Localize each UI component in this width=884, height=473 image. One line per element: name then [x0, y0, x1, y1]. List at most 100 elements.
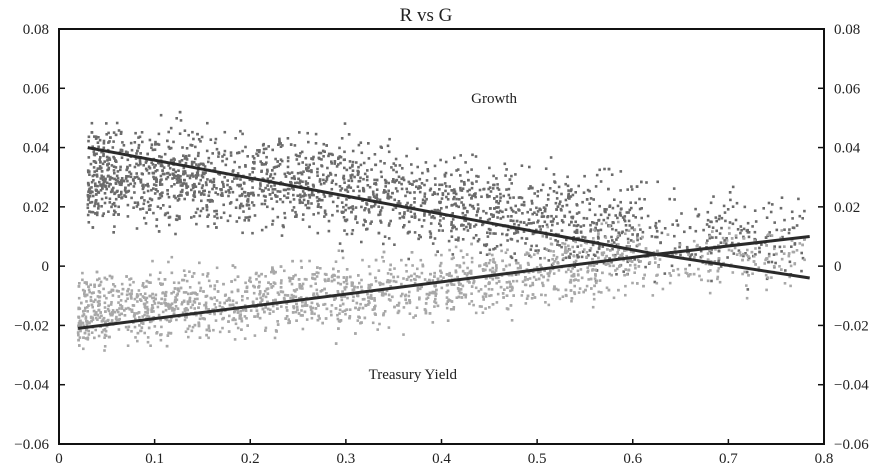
data-point: [100, 314, 103, 318]
data-point: [446, 319, 450, 322]
data-point: [177, 195, 180, 198]
data-point: [573, 291, 576, 294]
data-point: [544, 301, 547, 304]
data-point: [200, 192, 204, 195]
data-point: [499, 217, 503, 220]
data-point: [318, 197, 321, 201]
data-point: [394, 164, 397, 167]
data-point: [94, 137, 98, 140]
data-point: [496, 186, 499, 190]
data-point: [259, 160, 262, 163]
data-point: [209, 138, 213, 141]
data-point: [567, 268, 570, 271]
data-point: [621, 230, 624, 234]
data-point: [476, 239, 480, 243]
data-point: [745, 296, 749, 300]
data-point: [163, 278, 167, 281]
data-point: [549, 237, 552, 240]
data-point: [89, 210, 93, 214]
data-point: [204, 303, 208, 307]
data-point: [290, 182, 293, 185]
data-point: [429, 232, 433, 235]
data-point: [356, 319, 360, 322]
data-point: [592, 297, 596, 301]
data-point: [576, 223, 580, 227]
data-point: [638, 197, 641, 201]
data-point: [362, 161, 366, 165]
data-point: [114, 133, 118, 137]
data-point: [464, 295, 467, 299]
data-point: [320, 158, 323, 161]
data-point: [233, 278, 237, 282]
data-point: [678, 245, 681, 249]
data-point: [279, 286, 283, 289]
data-point: [552, 190, 556, 193]
data-point: [94, 212, 97, 215]
data-point: [96, 211, 99, 214]
data-point: [255, 278, 258, 281]
data-point: [339, 155, 343, 159]
data-point: [214, 319, 218, 322]
data-point: [311, 183, 315, 187]
data-point: [632, 250, 635, 254]
data-point: [213, 312, 216, 316]
data-point: [141, 322, 145, 325]
y-tick-label-right: 0.08: [834, 22, 860, 38]
data-point: [599, 180, 603, 183]
data-point: [526, 278, 529, 281]
data-point: [367, 142, 370, 145]
data-point: [94, 184, 97, 188]
data-point: [671, 223, 674, 226]
data-point: [571, 193, 575, 197]
data-point: [416, 289, 420, 292]
data-point: [107, 162, 110, 165]
data-point: [541, 281, 544, 285]
data-point: [215, 209, 218, 213]
data-point: [343, 158, 346, 161]
data-point: [186, 327, 190, 331]
data-point: [112, 140, 115, 143]
data-point: [548, 271, 551, 275]
data-point: [256, 312, 260, 316]
data-point: [340, 201, 344, 204]
data-point: [112, 186, 115, 190]
data-point: [167, 307, 171, 310]
data-point: [126, 203, 130, 207]
data-point: [96, 313, 100, 317]
data-point: [104, 196, 108, 200]
data-point: [437, 229, 441, 232]
data-point: [110, 301, 113, 304]
data-point: [228, 202, 232, 205]
data-point: [97, 334, 101, 338]
data-point: [516, 266, 520, 270]
data-point: [624, 268, 627, 271]
x-tick-label: 0.3: [337, 451, 356, 467]
data-point: [389, 299, 392, 302]
data-point: [113, 285, 117, 288]
data-point: [364, 220, 367, 223]
data-point: [135, 227, 139, 230]
data-point: [410, 274, 413, 278]
data-point: [547, 193, 550, 197]
data-point: [87, 188, 91, 191]
data-point: [474, 234, 478, 237]
data-point: [580, 255, 584, 259]
data-point: [337, 319, 341, 323]
data-point: [791, 226, 795, 229]
data-point: [120, 307, 124, 310]
data-point: [258, 290, 262, 293]
data-point: [381, 294, 385, 297]
data-point: [507, 193, 511, 197]
data-point: [168, 223, 171, 227]
data-point: [386, 279, 390, 282]
data-point: [411, 183, 414, 186]
data-point: [505, 168, 508, 171]
data-point: [140, 196, 144, 199]
data-point: [188, 176, 192, 180]
data-point: [91, 226, 95, 229]
data-point: [525, 297, 529, 300]
data-point: [140, 321, 143, 325]
data-point: [479, 251, 482, 254]
data-point: [151, 259, 154, 263]
data-point: [213, 284, 217, 287]
